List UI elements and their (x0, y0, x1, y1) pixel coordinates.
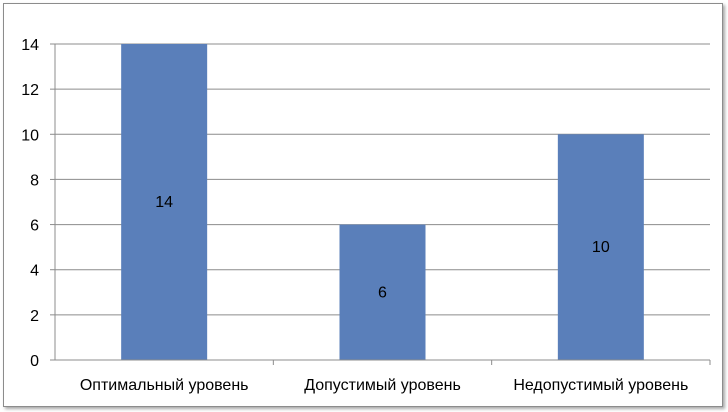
bars (121, 44, 644, 360)
bar-data-label: 6 (378, 284, 387, 301)
y-tick-label: 2 (30, 308, 39, 325)
bar (557, 134, 644, 360)
y-tick-label: 4 (30, 263, 39, 280)
x-category-label: Допустимый уровень (304, 377, 461, 394)
x-category-label: Недопустимый уровень (513, 377, 688, 394)
y-tick-label: 0 (30, 353, 39, 370)
x-category-label: Оптимальный уровень (80, 377, 249, 394)
labels: 0 2 4 6 8 10 12 14 14 Оптимальный уровень 6 Допусти… (21, 37, 688, 394)
y-tick-label: 14 (21, 37, 39, 54)
bar-data-label: 10 (592, 239, 610, 256)
y-tick-label: 10 (21, 127, 39, 144)
bar (339, 224, 426, 360)
y-tick-label: 8 (30, 172, 39, 189)
y-tick-label: 12 (21, 82, 39, 99)
y-tick-label: 6 (30, 218, 39, 235)
bar-data-label: 14 (155, 194, 173, 211)
axes (50, 43, 711, 365)
bar (121, 44, 208, 360)
